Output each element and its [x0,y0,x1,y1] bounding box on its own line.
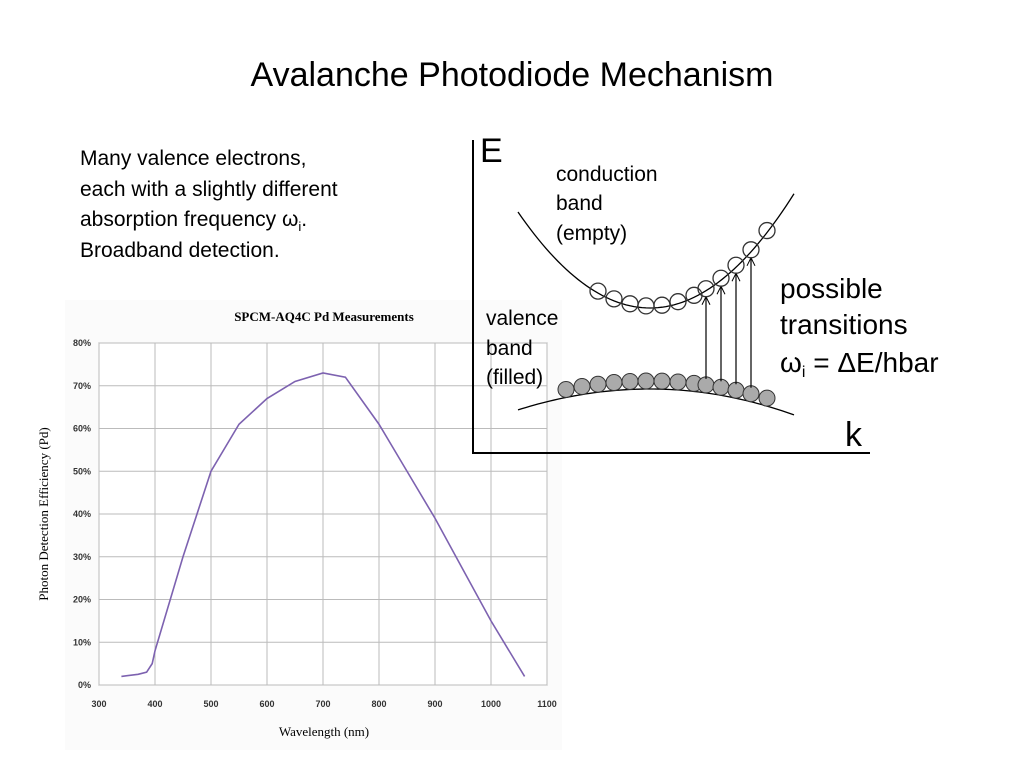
band-diagram: E k conduction band (empty) valence band… [472,132,939,454]
conduction-band [517,193,795,309]
empty-state [727,256,745,274]
band-label: band [486,337,533,360]
x-tick-label: 1100 [537,699,557,709]
y-tick-label: 0% [78,680,91,690]
electron [637,372,655,390]
electron [742,385,760,403]
y-tick-label: 20% [73,595,91,605]
text: ω [780,347,802,378]
y-tick-label: 80% [73,338,91,348]
empty-state [758,221,776,240]
band-label: band [556,192,603,215]
chart: 300 400 500 600 700 800 900 1000 1100 0% 10% 20% 30%… [73,338,557,709]
x-tick-label: 400 [147,699,162,709]
body-line: Broadband detection. [80,239,280,262]
electron [621,372,639,390]
x-axis-label: Wavelength (nm) [279,724,369,739]
y-tick-label: 30% [73,552,91,562]
x-tick-label: 1000 [481,699,501,709]
empty-state [589,282,607,300]
empty-state [685,286,703,304]
subscript: i [802,364,806,381]
electron [669,373,687,391]
slide-title: Avalanche Photodiode Mechanism [251,56,774,94]
y-tick-label: 70% [73,381,91,391]
chart-title: SPCM-AQ4C Pd Measurements [234,309,414,324]
empty-state [697,280,715,298]
formula: ωi = ΔE/hbar [780,347,939,381]
y-tick-label: 10% [73,637,91,647]
y-tick-label: 60% [73,424,91,434]
subscript: i [298,219,301,234]
axis-label: k [845,416,863,454]
y-axis-label: Photon Detection Efficiency (Pd) [36,427,51,600]
text: . [301,208,307,231]
empty-state [712,269,730,287]
band-label: conduction [556,163,658,186]
band-label: (empty) [556,222,627,245]
x-tick-label: 300 [91,699,106,709]
x-tick-label: 900 [427,699,442,709]
body-line: Many valence electrons, [80,147,306,170]
empty-state [653,296,671,314]
transition-label: possible [780,273,883,304]
electron [573,378,591,396]
electron [727,381,745,399]
transition-label: transitions [780,309,908,340]
x-tick-label: 800 [371,699,386,709]
empty-state [605,290,623,308]
electron [758,389,776,407]
electron [557,380,575,398]
data-line [121,372,526,678]
electron [712,378,730,396]
y-tick-label: 50% [73,466,91,476]
y-tick-label: 40% [73,509,91,519]
empty-state [637,297,655,315]
body-line: each with a slightly different [80,178,338,201]
electron [697,376,715,394]
axis-label: E [480,132,503,170]
empty-state [742,241,760,259]
electron [605,374,623,392]
electron [653,372,671,390]
electron [589,375,607,393]
text: absorption frequency ω [80,208,298,231]
x-tick-label: 600 [259,699,274,709]
band-label: valence [486,307,558,330]
axes [472,140,870,454]
x-tick-label: 700 [315,699,330,709]
body-text: Many valence electrons, each with a slig… [80,147,338,262]
text: = ΔE/hbar [805,347,938,378]
x-tick-label: 500 [203,699,218,709]
body-line: absorption frequency ωi. [80,208,307,234]
band-label: (filled) [486,366,543,389]
empty-state [669,293,687,311]
